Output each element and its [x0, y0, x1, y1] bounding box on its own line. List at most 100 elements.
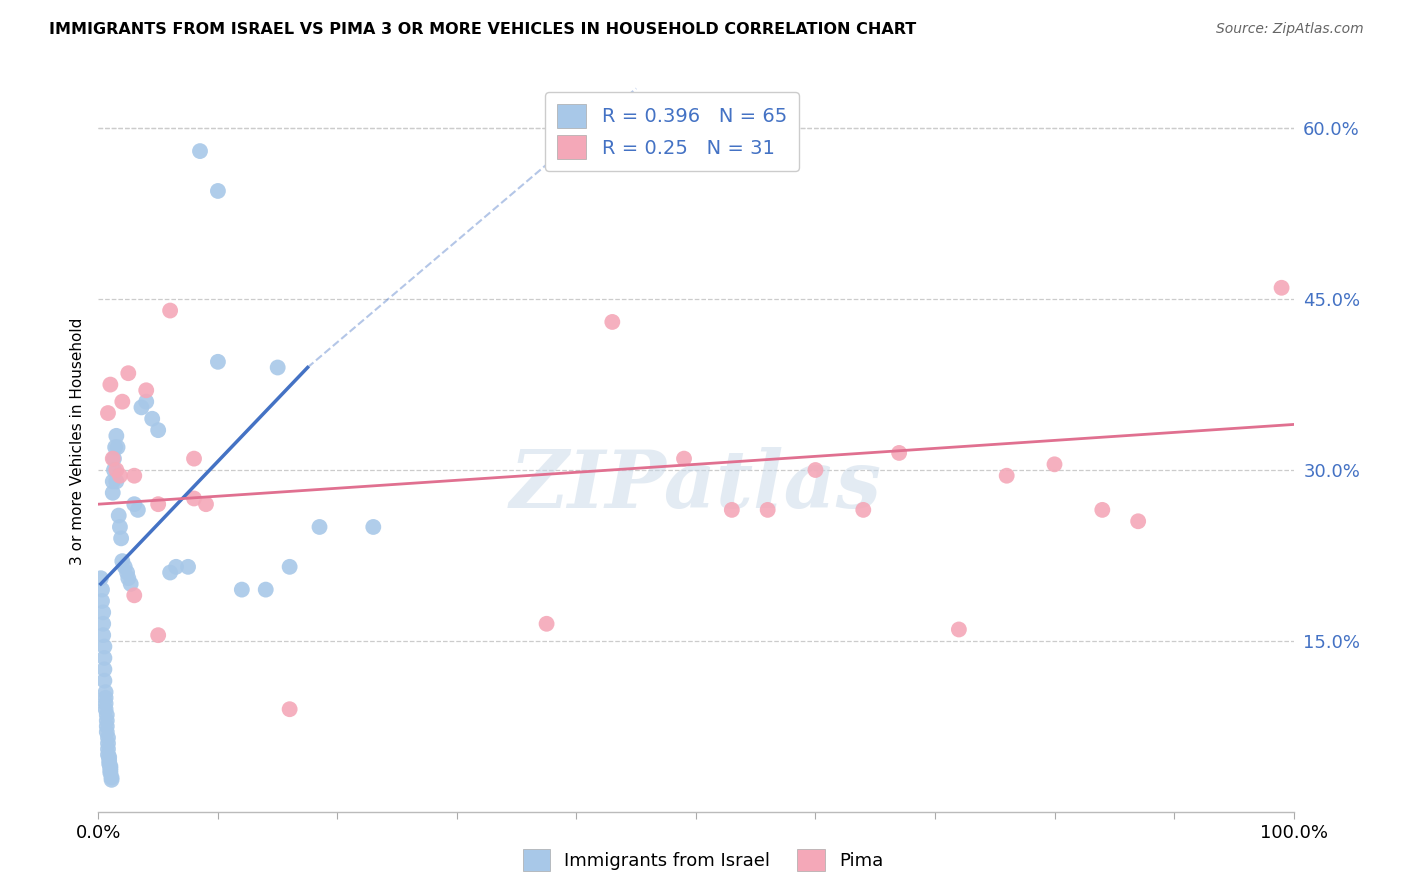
Point: [98, 377, 122, 392]
Point: [177, 559, 200, 574]
Point: [97, 736, 120, 750]
Point: [107, 508, 129, 523]
Point: [91, 616, 114, 631]
Point: [159, 566, 181, 580]
Point: [94, 685, 117, 699]
Point: [107, 440, 129, 454]
Point: [96, 714, 118, 728]
Point: [124, 588, 146, 602]
Legend: R = 0.396   N = 65, R = 0.25   N = 31: R = 0.396 N = 65, R = 0.25 N = 31: [546, 92, 799, 170]
Point: [135, 394, 157, 409]
Text: Source: ZipAtlas.com: Source: ZipAtlas.com: [1216, 22, 1364, 37]
Point: [108, 520, 131, 534]
Point: [141, 411, 163, 425]
Point: [1091, 503, 1114, 517]
Point: [278, 559, 301, 574]
Text: ZIPatlas: ZIPatlas: [510, 447, 882, 524]
Point: [278, 702, 301, 716]
Point: [101, 451, 124, 466]
Point: [98, 754, 121, 768]
Point: [207, 184, 229, 198]
Point: [995, 468, 1018, 483]
Point: [231, 582, 253, 597]
Point: [1271, 281, 1294, 295]
Point: [148, 497, 170, 511]
Point: [110, 532, 132, 546]
Point: [105, 475, 128, 489]
Point: [131, 401, 153, 415]
Point: [254, 582, 277, 597]
Point: [889, 446, 911, 460]
Point: [135, 384, 157, 398]
Point: [96, 719, 118, 733]
Point: [673, 451, 696, 466]
Point: [101, 475, 124, 489]
Point: [363, 520, 385, 534]
Point: [852, 503, 875, 517]
Point: [183, 491, 205, 506]
Point: [98, 756, 121, 771]
Point: [721, 503, 744, 517]
Point: [97, 747, 120, 762]
Point: [94, 702, 117, 716]
Point: [91, 582, 114, 597]
Y-axis label: 3 or more Vehicles in Household: 3 or more Vehicles in Household: [69, 318, 84, 566]
Point: [948, 623, 970, 637]
Point: [91, 606, 114, 620]
Point: [195, 497, 218, 511]
Point: [90, 571, 112, 585]
Point: [188, 144, 211, 158]
Point: [127, 503, 149, 517]
Point: [207, 355, 229, 369]
Point: [1043, 458, 1066, 472]
Point: [98, 759, 122, 773]
Point: [104, 440, 127, 454]
Point: [159, 303, 181, 318]
Point: [115, 566, 138, 580]
Point: [124, 497, 146, 511]
Point: [111, 394, 134, 409]
Point: [804, 463, 827, 477]
Point: [114, 559, 136, 574]
Point: [103, 463, 125, 477]
Point: [98, 761, 122, 775]
Point: [183, 451, 205, 466]
Point: [96, 725, 118, 739]
Point: [105, 429, 128, 443]
Point: [98, 766, 122, 780]
Legend: Immigrants from Israel, Pima: Immigrants from Israel, Pima: [516, 842, 890, 879]
Point: [117, 366, 139, 380]
Point: [105, 463, 128, 477]
Point: [98, 750, 121, 764]
Point: [148, 628, 170, 642]
Point: [602, 315, 624, 329]
Point: [120, 577, 142, 591]
Point: [111, 554, 134, 568]
Point: [103, 451, 125, 466]
Point: [267, 360, 290, 375]
Text: IMMIGRANTS FROM ISRAEL VS PIMA 3 OR MORE VEHICLES IN HOUSEHOLD CORRELATION CHART: IMMIGRANTS FROM ISRAEL VS PIMA 3 OR MORE…: [49, 22, 917, 37]
Point: [108, 468, 131, 483]
Point: [101, 485, 124, 500]
Point: [97, 731, 120, 745]
Point: [97, 406, 120, 420]
Point: [756, 503, 779, 517]
Point: [308, 520, 330, 534]
Point: [100, 771, 122, 785]
Point: [96, 707, 118, 722]
Point: [91, 628, 114, 642]
Point: [124, 468, 146, 483]
Point: [100, 772, 122, 787]
Point: [536, 616, 558, 631]
Point: [148, 423, 170, 437]
Point: [94, 690, 117, 705]
Point: [91, 594, 114, 608]
Point: [94, 697, 117, 711]
Point: [98, 764, 122, 778]
Point: [1128, 514, 1150, 528]
Point: [117, 571, 139, 585]
Point: [93, 662, 115, 676]
Point: [97, 742, 120, 756]
Point: [165, 559, 187, 574]
Point: [93, 651, 115, 665]
